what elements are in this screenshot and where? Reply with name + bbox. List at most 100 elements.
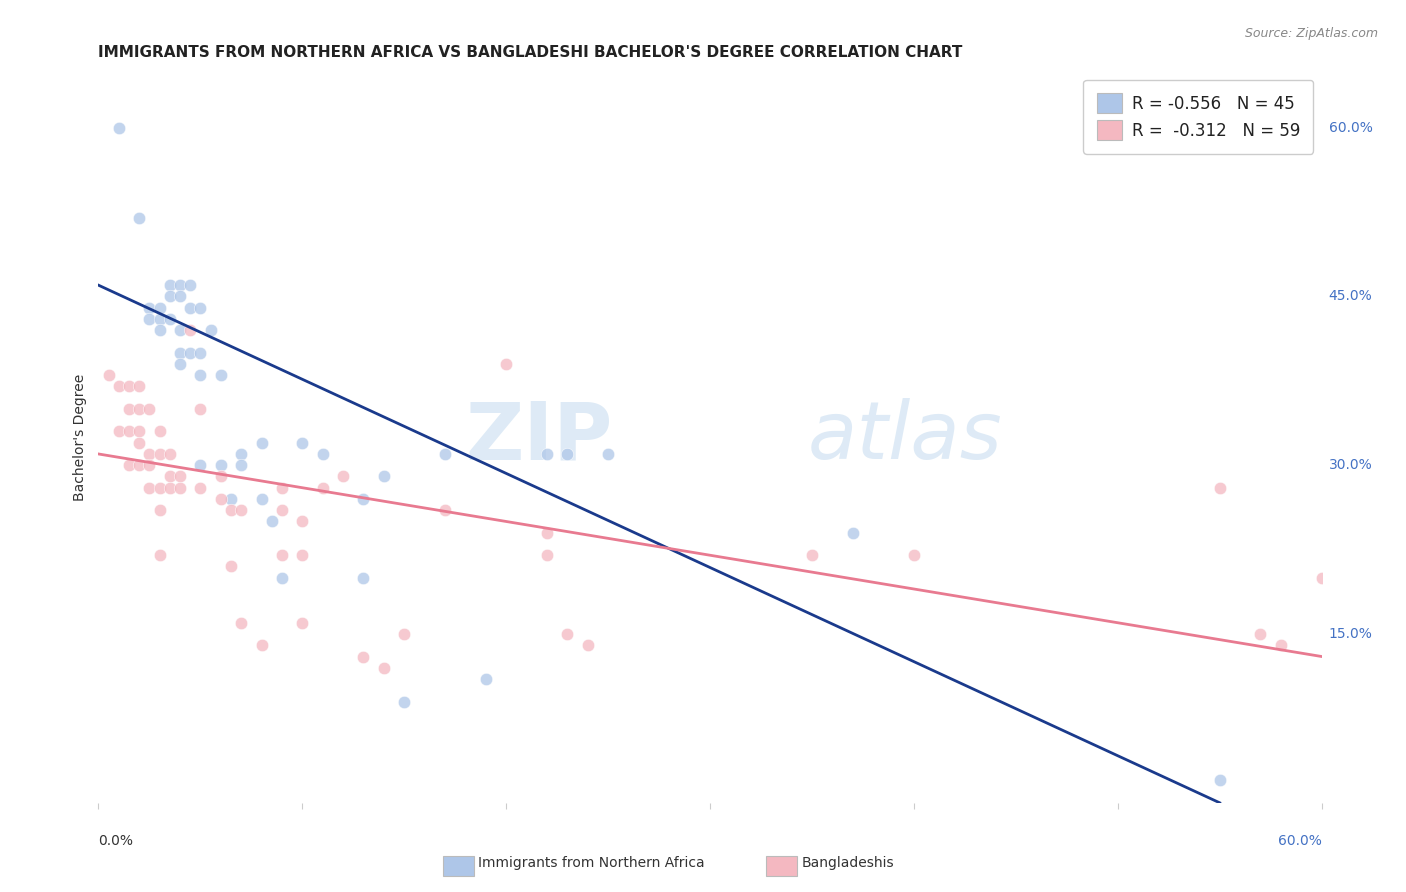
Point: [332, 469, 354, 483]
Point: [209, 469, 232, 483]
Point: [138, 301, 160, 315]
Point: [291, 515, 314, 529]
Point: [474, 672, 498, 686]
Point: [169, 323, 191, 337]
Text: Source: ZipAtlas.com: Source: ZipAtlas.com: [1244, 27, 1378, 40]
Point: [149, 323, 172, 337]
Point: [118, 458, 141, 473]
Point: [434, 447, 457, 461]
Point: [179, 345, 201, 359]
Point: [138, 401, 160, 416]
Point: [149, 481, 172, 495]
Point: [841, 525, 863, 540]
Point: [1310, 571, 1333, 585]
Point: [118, 401, 141, 416]
Point: [138, 312, 160, 326]
Point: [128, 379, 150, 393]
Point: [128, 435, 150, 450]
Point: [128, 211, 150, 225]
Point: [312, 447, 335, 461]
Point: [169, 469, 191, 483]
Point: [138, 481, 160, 495]
Text: IMMIGRANTS FROM NORTHERN AFRICA VS BANGLADESHI BACHELOR'S DEGREE CORRELATION CHA: IMMIGRANTS FROM NORTHERN AFRICA VS BANGL…: [98, 45, 963, 60]
Point: [392, 694, 416, 708]
Point: [108, 379, 131, 393]
Point: [188, 368, 212, 383]
Point: [200, 323, 222, 337]
Point: [179, 323, 201, 337]
Text: Immigrants from Northern Africa: Immigrants from Northern Africa: [478, 856, 704, 871]
Point: [231, 447, 253, 461]
Point: [159, 469, 181, 483]
Text: 15.0%: 15.0%: [1329, 627, 1372, 641]
Point: [149, 548, 172, 562]
Point: [1249, 627, 1271, 641]
Point: [1209, 481, 1232, 495]
Point: [179, 278, 201, 293]
Point: [138, 458, 160, 473]
Point: [270, 503, 294, 517]
Point: [188, 458, 212, 473]
Point: [270, 571, 294, 585]
Point: [536, 525, 558, 540]
Point: [169, 278, 191, 293]
Point: [392, 627, 416, 641]
Point: [159, 312, 181, 326]
Point: [128, 401, 150, 416]
Point: [149, 312, 172, 326]
Point: [159, 278, 181, 293]
Point: [291, 548, 314, 562]
Point: [188, 345, 212, 359]
Point: [231, 458, 253, 473]
Point: [291, 615, 314, 630]
Text: 45.0%: 45.0%: [1329, 289, 1372, 303]
Text: Bangladeshis: Bangladeshis: [801, 856, 894, 871]
Point: [169, 357, 191, 371]
Point: [250, 435, 273, 450]
Legend: R = -0.556   N = 45, R =  -0.312   N = 59: R = -0.556 N = 45, R = -0.312 N = 59: [1083, 79, 1313, 153]
Point: [169, 345, 191, 359]
Point: [118, 425, 141, 439]
Point: [188, 301, 212, 315]
Point: [250, 638, 273, 652]
Point: [495, 357, 517, 371]
Text: 30.0%: 30.0%: [1329, 458, 1372, 472]
Point: [159, 481, 181, 495]
Point: [260, 515, 283, 529]
Point: [188, 401, 212, 416]
Point: [219, 491, 242, 506]
Point: [801, 548, 824, 562]
Point: [373, 661, 395, 675]
Point: [149, 503, 172, 517]
Point: [903, 548, 925, 562]
Point: [1209, 773, 1232, 788]
Point: [149, 447, 172, 461]
Point: [128, 458, 150, 473]
Point: [270, 481, 294, 495]
Point: [536, 447, 558, 461]
Point: [149, 425, 172, 439]
Point: [159, 289, 181, 303]
Point: [1270, 638, 1292, 652]
Point: [118, 379, 141, 393]
Point: [373, 469, 395, 483]
Point: [188, 481, 212, 495]
Point: [434, 503, 457, 517]
Point: [352, 491, 374, 506]
Text: 0.0%: 0.0%: [98, 834, 134, 848]
Point: [270, 548, 294, 562]
Point: [169, 289, 191, 303]
Point: [291, 435, 314, 450]
Text: 60.0%: 60.0%: [1278, 834, 1322, 848]
Point: [352, 571, 374, 585]
Point: [169, 481, 191, 495]
Point: [219, 559, 242, 574]
Point: [576, 638, 599, 652]
Point: [97, 368, 120, 383]
Point: [231, 503, 253, 517]
Point: [138, 447, 160, 461]
Text: atlas: atlas: [808, 398, 1002, 476]
Point: [352, 649, 374, 664]
Y-axis label: Bachelor's Degree: Bachelor's Degree: [73, 374, 87, 500]
Point: [209, 368, 232, 383]
